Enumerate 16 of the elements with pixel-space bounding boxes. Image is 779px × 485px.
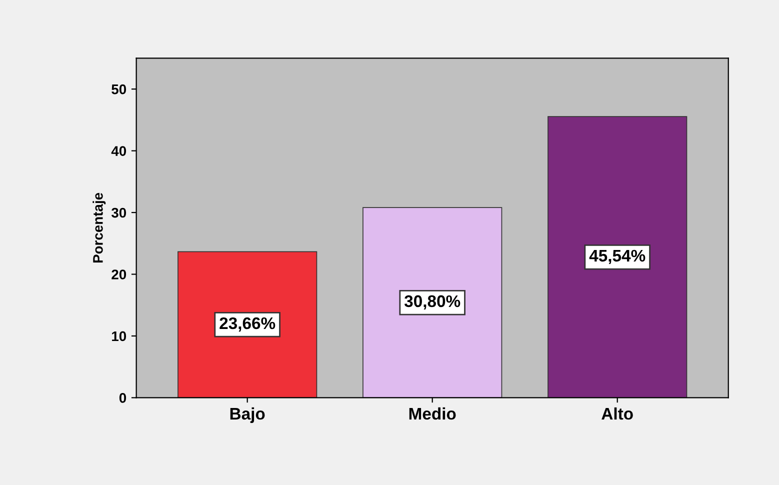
data-label: 45,54% [589, 250, 646, 264]
y-tick-label: 30 [111, 208, 126, 218]
data-label: 23,66% [220, 317, 276, 332]
y-tick-label: 40 [111, 146, 126, 156]
bar [548, 116, 688, 398]
y-tick-label: 20 [112, 270, 126, 280]
y-tick-label: 10 [112, 331, 126, 342]
x-tick-label: Bajo [230, 407, 265, 423]
y-axis-title: Porcentaje [92, 192, 106, 263]
x-tick-label: Alto [602, 407, 633, 420]
y-tick-label: 50 [112, 84, 126, 94]
data-label: 30,80% [404, 295, 460, 310]
y-tick-label: 0 [119, 393, 126, 403]
bar [362, 207, 502, 398]
bar [178, 251, 318, 398]
x-tick-label: Medio [409, 407, 456, 420]
